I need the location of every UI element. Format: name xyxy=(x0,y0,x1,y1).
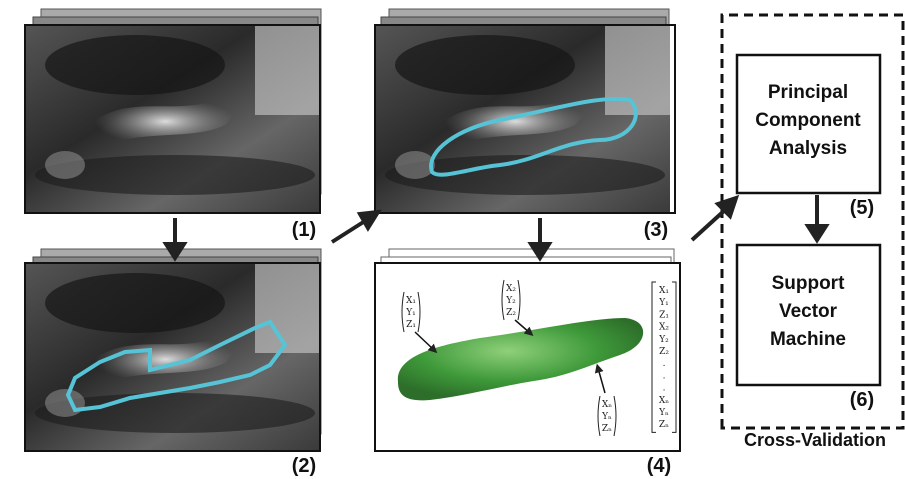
vector-entry: X₁ xyxy=(659,286,669,296)
box-text: Machine xyxy=(770,329,846,350)
box-text: Principal xyxy=(768,82,848,103)
vector-entry: Y₁ xyxy=(405,308,416,318)
step-label: (1) xyxy=(292,219,316,241)
vector-entry: Y₁ xyxy=(658,298,669,308)
vector-entry: Xₙ xyxy=(602,400,612,410)
vector-entry: Yₙ xyxy=(658,408,669,418)
vector-entry: Y₂ xyxy=(658,335,669,345)
diagram: (1) (2) (3) (4) (5) (6) Principal Component Anal… xyxy=(0,0,905,479)
step-label: (5) xyxy=(850,197,874,219)
vector-entry: Y₂ xyxy=(505,296,516,306)
vector-entry: Z₂ xyxy=(659,347,669,357)
vector-entry: Xₙ xyxy=(659,396,669,406)
vector-entry: Z₁ xyxy=(659,310,669,320)
box-text: Component xyxy=(755,110,861,131)
vector-entry: . xyxy=(663,371,666,381)
cross-validation: Cross-Validation xyxy=(744,430,886,450)
vector-entry: X₂ xyxy=(659,323,669,333)
box-text: Vector xyxy=(779,301,838,322)
box-text: Support xyxy=(772,273,845,294)
step-label: (6) xyxy=(850,389,874,411)
step-label: (4) xyxy=(647,455,671,477)
vector-entry: Yₙ xyxy=(601,412,612,422)
vector-entry: . xyxy=(663,384,666,394)
box-text: Analysis xyxy=(769,138,847,159)
vector-entry: Z₂ xyxy=(506,308,516,318)
vector-entry: Z₁ xyxy=(406,320,416,330)
vector-entry: X₁ xyxy=(406,296,416,306)
vector-entry: Zₙ xyxy=(659,420,669,430)
vector-entry: Zₙ xyxy=(602,424,612,434)
frames xyxy=(25,9,903,451)
step-label: (3) xyxy=(644,219,668,241)
step-label: (2) xyxy=(292,455,316,477)
vector-entry: X₂ xyxy=(506,284,516,294)
vector-entry: . xyxy=(663,359,666,369)
